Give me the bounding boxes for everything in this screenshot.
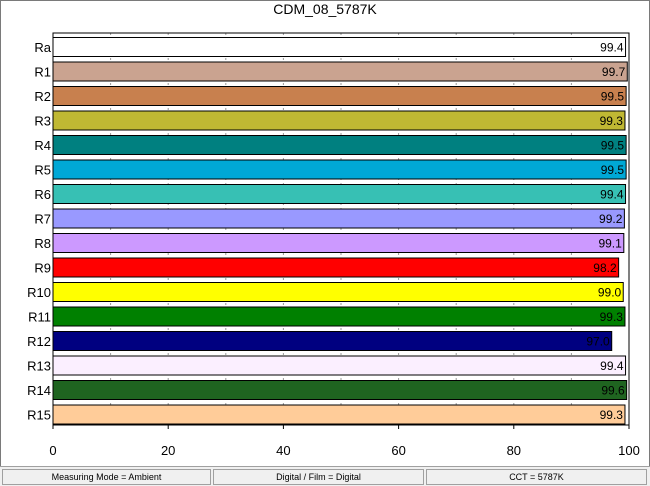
bar-r2 <box>52 86 627 106</box>
category-label: R2 <box>34 89 51 104</box>
bar-ra <box>52 37 627 57</box>
bar-r7 <box>52 208 625 229</box>
value-label: 99.1 <box>598 237 622 251</box>
bar-r11 <box>52 306 626 327</box>
x-tick-label: 20 <box>161 443 175 458</box>
bar-r14 <box>52 380 628 400</box>
value-label: 99.5 <box>601 90 625 104</box>
bar-r5 <box>52 159 627 180</box>
chart-title: CDM_08_5787K <box>273 1 377 17</box>
bar-r8 <box>52 233 625 253</box>
x-tick-label: 100 <box>618 443 640 458</box>
bar-r10 <box>52 282 624 302</box>
status-digital-film: Digital / Film = Digital <box>213 469 424 485</box>
chart-plot: Ra 99.4 R1 99.7 R2 99.5 R3 99.3 R4 99.5 R5 99.5 R6 99… <box>27 32 640 458</box>
value-label: 99.4 <box>600 359 624 373</box>
category-label: R1 <box>34 65 51 80</box>
bar-r6 <box>52 184 627 204</box>
category-label: R8 <box>34 236 51 251</box>
status-bar: Measuring Mode = Ambient Digital / Film … <box>0 466 650 486</box>
bar-r12 <box>52 331 613 351</box>
value-label: 99.4 <box>600 41 624 55</box>
bar-r1 <box>52 61 628 82</box>
value-label: 99.5 <box>601 139 625 153</box>
bar-r15 <box>52 404 626 425</box>
value-label: 99.0 <box>598 286 622 300</box>
bar-r9 <box>52 257 620 278</box>
category-label: R4 <box>34 138 51 153</box>
category-label: R5 <box>34 163 51 178</box>
value-label: 97.0 <box>586 335 610 349</box>
category-label: R10 <box>27 285 51 300</box>
x-tick-label: 40 <box>276 443 290 458</box>
plot-area <box>52 32 630 426</box>
x-tick-label: 60 <box>391 443 405 458</box>
category-label: R6 <box>34 187 51 202</box>
category-label: Ra <box>34 40 51 55</box>
value-label: 99.6 <box>601 384 625 398</box>
value-label: 98.2 <box>593 261 617 275</box>
x-tick-label: 0 <box>49 443 56 458</box>
value-label: 99.4 <box>600 188 624 202</box>
value-label: 99.3 <box>600 408 624 422</box>
category-label: R11 <box>28 310 51 325</box>
category-label: R7 <box>34 212 51 227</box>
category-label: R14 <box>27 383 51 398</box>
bar-r3 <box>52 110 626 131</box>
value-label: 99.3 <box>600 310 624 324</box>
category-label: R12 <box>27 334 51 349</box>
category-label: R15 <box>27 408 51 423</box>
bar-r4 <box>52 135 627 155</box>
bar-r13 <box>52 355 627 376</box>
value-label: 99.7 <box>602 65 626 79</box>
x-tick-label: 80 <box>507 443 521 458</box>
value-label: 99.5 <box>601 163 625 177</box>
status-cct: CCT = 5787K <box>426 469 647 485</box>
category-label: R3 <box>34 114 51 129</box>
value-label: 99.3 <box>600 114 624 128</box>
category-label: R13 <box>27 359 51 374</box>
status-measuring-mode: Measuring Mode = Ambient <box>2 469 211 485</box>
category-label: R9 <box>34 261 51 276</box>
value-label: 99.2 <box>599 212 623 226</box>
